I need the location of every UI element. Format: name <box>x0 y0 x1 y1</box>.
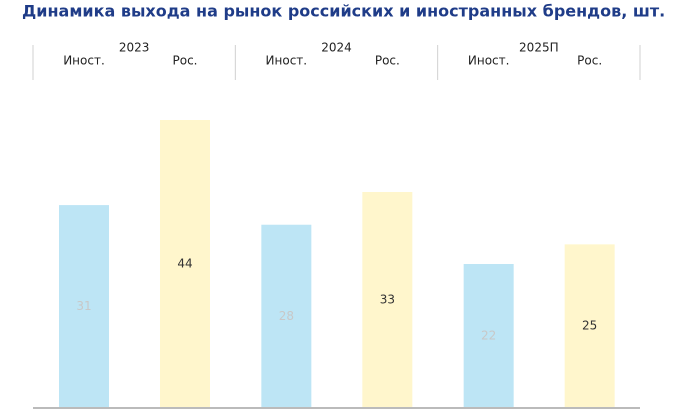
data-label: 25 <box>582 319 597 333</box>
legend-label: Рос. <box>577 54 602 68</box>
bar <box>160 120 210 408</box>
bar <box>261 224 312 408</box>
bar <box>564 244 615 408</box>
data-label: 31 <box>76 299 91 313</box>
bar <box>59 205 109 408</box>
data-label: 22 <box>481 329 496 343</box>
legend-label: Иност. <box>468 54 510 68</box>
data-label: 44 <box>177 257 192 271</box>
legend-label: Рос. <box>375 54 400 68</box>
group-label: 2024 <box>321 41 352 55</box>
data-label: 28 <box>279 309 294 323</box>
group-label: 2025П <box>519 41 559 55</box>
chart-title: Динамика выхода на рынок российских и ин… <box>22 2 665 21</box>
bar <box>463 264 514 408</box>
group-label: 2023 <box>119 41 150 55</box>
legend-label: Рос. <box>173 54 198 68</box>
data-label: 33 <box>380 293 395 307</box>
legend-label: Иност. <box>266 54 308 68</box>
legend-label: Иност. <box>63 54 105 68</box>
bar <box>362 192 413 408</box>
